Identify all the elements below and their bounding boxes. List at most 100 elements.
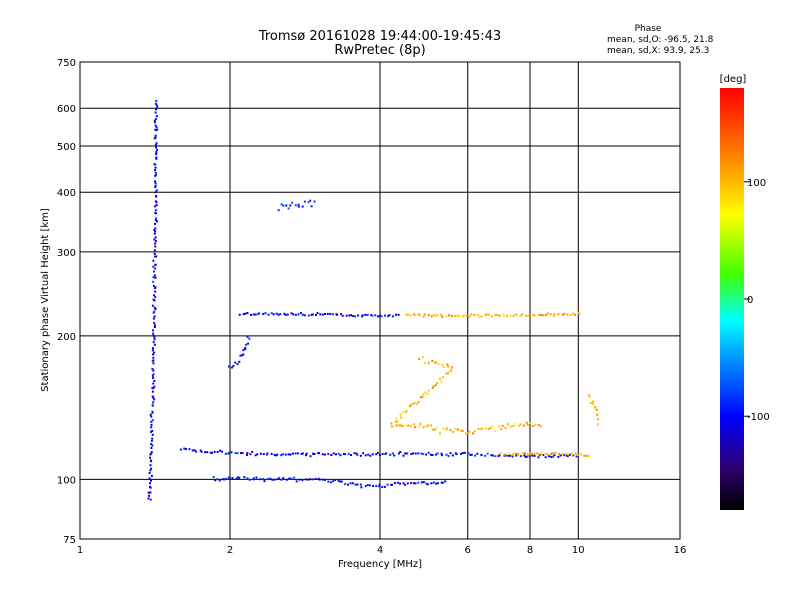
echo-point (319, 313, 322, 316)
echo-point (156, 128, 159, 131)
echo-point (518, 452, 521, 455)
echo-point (193, 449, 196, 452)
echo-point (473, 430, 476, 433)
echo-point (527, 314, 530, 317)
echo-point (395, 424, 398, 427)
echo-point (468, 430, 471, 433)
echo-point (537, 313, 540, 316)
echo-point (505, 314, 508, 317)
echo-point (594, 408, 597, 410)
echo-point (242, 313, 245, 316)
echo-point (152, 347, 154, 350)
echo-point (404, 313, 407, 316)
echo-point (296, 452, 299, 455)
echo-point (152, 353, 155, 356)
echo-point (262, 478, 265, 481)
echo-point (514, 452, 517, 455)
echo-point (596, 408, 599, 411)
echo-point (307, 314, 310, 317)
echo-point (311, 478, 314, 481)
echo-point (436, 426, 439, 429)
echo-point (431, 360, 434, 362)
echo-point (452, 430, 455, 433)
echo-point (311, 313, 314, 316)
echo-point (364, 485, 367, 487)
echo-point (185, 448, 188, 451)
echo-point (309, 199, 312, 202)
echo-point (391, 315, 394, 318)
echo-point (564, 452, 567, 455)
echo-point (267, 478, 269, 481)
echo-point (542, 314, 545, 317)
echo-point (344, 483, 347, 486)
echo-point (597, 423, 599, 426)
echo-point (153, 336, 156, 339)
echo-point (273, 453, 276, 456)
echo-point (417, 452, 420, 455)
echo-point (152, 373, 155, 376)
echo-point (153, 338, 156, 341)
echo-point (278, 477, 281, 480)
echo-point (444, 480, 447, 483)
echo-point (375, 485, 378, 487)
echo-point (273, 478, 276, 481)
echo-point (152, 311, 155, 314)
echo-point (152, 280, 155, 283)
echo-point (583, 454, 586, 457)
echo-point (285, 204, 288, 207)
echo-point (451, 366, 454, 369)
echo-point (244, 346, 247, 349)
echo-point (376, 451, 379, 454)
echo-point (511, 455, 514, 458)
echo-point (342, 453, 345, 455)
echo-point (579, 453, 582, 456)
echo-point (561, 313, 564, 316)
echo-point (152, 369, 155, 372)
echo-point (427, 451, 430, 454)
echo-point (418, 424, 421, 427)
echo-point (455, 453, 458, 456)
echo-point (292, 313, 295, 316)
echo-point (154, 242, 157, 245)
stats-o-mode: mean, sd,O: -96.5, 21.8 (607, 35, 714, 45)
echo-point (526, 423, 529, 426)
echo-point (360, 486, 363, 489)
echo-point (441, 481, 444, 484)
echo-point (150, 452, 153, 455)
echo-point (149, 469, 152, 472)
echo-point (384, 314, 386, 317)
echo-point (413, 313, 416, 316)
echo-point (557, 455, 560, 458)
echo-point (440, 380, 443, 383)
echo-point (418, 314, 421, 316)
echo-point (235, 477, 238, 480)
echo-point (410, 403, 413, 406)
echo-point (305, 454, 307, 457)
echo-point (484, 314, 487, 317)
plot-area (79, 61, 681, 540)
echo-point (153, 270, 156, 273)
echo-point (275, 312, 278, 315)
echo-point (152, 276, 155, 279)
echo-point (515, 454, 518, 457)
echo-point (149, 459, 152, 462)
echo-point (153, 398, 156, 401)
echo-point (396, 420, 399, 423)
echo-point (417, 401, 420, 404)
echo-point (199, 449, 202, 452)
echo-point (324, 453, 326, 456)
echo-point (241, 452, 244, 454)
echo-point (318, 478, 321, 481)
echo-point (294, 204, 297, 207)
echo-point (150, 439, 153, 442)
echo-point (447, 365, 450, 368)
echo-point (344, 453, 347, 456)
echo-point (155, 156, 158, 159)
echo-point (537, 424, 540, 426)
x-tick-label: 1 (77, 545, 83, 556)
echo-point (410, 453, 413, 456)
echo-point (150, 479, 152, 482)
echo-point (154, 124, 157, 127)
echo-point (285, 478, 288, 481)
